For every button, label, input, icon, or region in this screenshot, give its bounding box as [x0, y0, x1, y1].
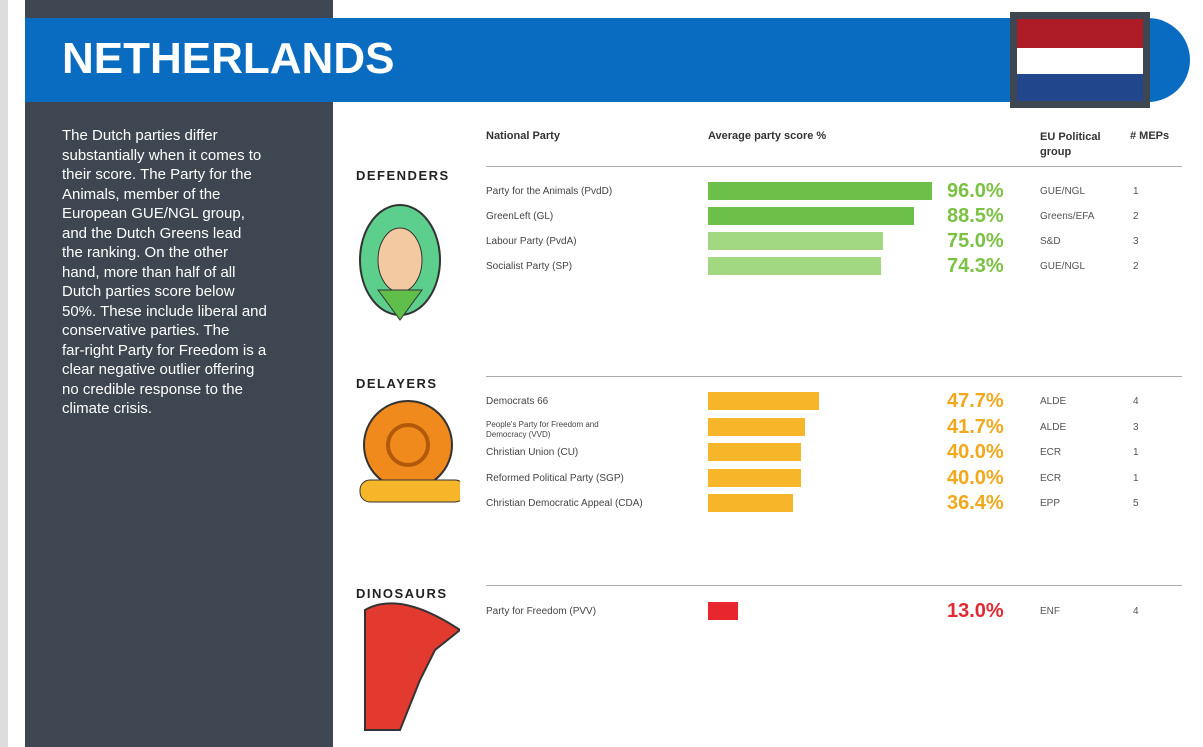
flag	[1010, 12, 1150, 108]
intro-line: far-right Party for Freedom is a	[62, 342, 266, 359]
score-bar	[708, 602, 738, 620]
score-bar	[708, 182, 932, 200]
group-rule	[486, 376, 1182, 377]
intro-line: substantially when it comes to	[62, 147, 261, 164]
meps: 3	[1133, 236, 1139, 247]
score-bar	[708, 469, 801, 487]
meps: 4	[1133, 396, 1139, 407]
intro-line: Dutch parties score below	[62, 283, 235, 300]
party: Labour Party (PvdA)	[486, 236, 577, 247]
meps: 2	[1133, 261, 1139, 272]
intro-line: no credible response to the	[62, 381, 243, 398]
eu-group: GUE/NGL	[1040, 261, 1085, 272]
score-bar	[708, 494, 793, 512]
score-bar	[708, 207, 914, 225]
score-label: 96.0%	[947, 180, 1004, 203]
party: People's Party for Freedom and Democracy…	[486, 420, 626, 440]
eu-group: S&D	[1040, 236, 1061, 247]
eu-group: ECR	[1040, 447, 1061, 458]
intro-line: climate crisis.	[62, 400, 152, 417]
party: Socialist Party (SP)	[486, 261, 572, 272]
intro-line: 50%. These include liberal and	[62, 303, 267, 320]
meps: 1	[1133, 473, 1139, 484]
group-rule	[486, 585, 1182, 586]
intro-line: European GUE/NGL group,	[62, 205, 245, 222]
intro-line: Animals, member of the	[62, 186, 220, 203]
header-rule	[486, 166, 1182, 167]
score-bar	[708, 257, 881, 275]
meps: 1	[1133, 447, 1139, 458]
title: NETHERLANDS	[62, 34, 394, 84]
infographic: NETHERLANDS The Dutch parties differ subs…	[0, 0, 1203, 747]
score-bar	[708, 418, 805, 436]
score-label: 88.5%	[947, 205, 1004, 228]
eu-group: GUE/NGL	[1040, 186, 1085, 197]
party: Christian Democratic Appeal (CDA)	[486, 498, 643, 509]
score-bar	[708, 443, 801, 461]
group-name: DINOSAURS	[356, 586, 448, 601]
column-header: # MEPs	[1130, 130, 1169, 142]
score-label: 47.7%	[947, 390, 1004, 413]
column-header: Average party score %	[708, 130, 826, 142]
score-label: 74.3%	[947, 255, 1004, 278]
party: Christian Union (CU)	[486, 447, 578, 458]
party: Party for the Animals (PvdD)	[486, 186, 612, 197]
intro-line: conservative parties. The	[62, 322, 229, 339]
score-label: 40.0%	[947, 467, 1004, 490]
intro-line: hand, more than half of all	[62, 264, 235, 281]
party: Reformed Political Party (SGP)	[486, 473, 624, 484]
score-label: 40.0%	[947, 441, 1004, 464]
eu-group: ALDE	[1040, 396, 1066, 407]
party: Democrats 66	[486, 396, 548, 407]
meps: 5	[1133, 498, 1139, 509]
intro-line: clear negative outlier offering	[62, 361, 254, 378]
party: Party for Freedom (PVV)	[486, 606, 596, 617]
score-label: 75.0%	[947, 230, 1004, 253]
meps: 1	[1133, 186, 1139, 197]
eu-group: ENF	[1040, 606, 1060, 617]
icons	[340, 180, 460, 740]
score-label: 36.4%	[947, 492, 1004, 515]
score-bar	[708, 232, 883, 250]
party: GreenLeft (GL)	[486, 211, 553, 222]
eu-group: ECR	[1040, 473, 1061, 484]
meps: 2	[1133, 211, 1139, 222]
column-header: EU Political group	[1040, 130, 1120, 160]
eu-group: ALDE	[1040, 422, 1066, 433]
group-name: DEFENDERS	[356, 168, 450, 183]
column-header: National Party	[486, 130, 560, 142]
intro-line: and the Dutch Greens lead	[62, 225, 241, 242]
meps: 4	[1133, 606, 1139, 617]
meps: 3	[1133, 422, 1139, 433]
score-bar	[708, 392, 819, 410]
eu-group: Greens/EFA	[1040, 211, 1094, 222]
score-label: 13.0%	[947, 600, 1004, 623]
group-name: DELAYERS	[356, 376, 438, 391]
score-label: 41.7%	[947, 416, 1004, 439]
intro-line: The Dutch parties differ	[62, 127, 218, 144]
intro-line: their score. The Party for the	[62, 166, 252, 183]
edge	[0, 0, 8, 747]
intro-line: the ranking. On the other	[62, 244, 228, 261]
eu-group: EPP	[1040, 498, 1060, 509]
